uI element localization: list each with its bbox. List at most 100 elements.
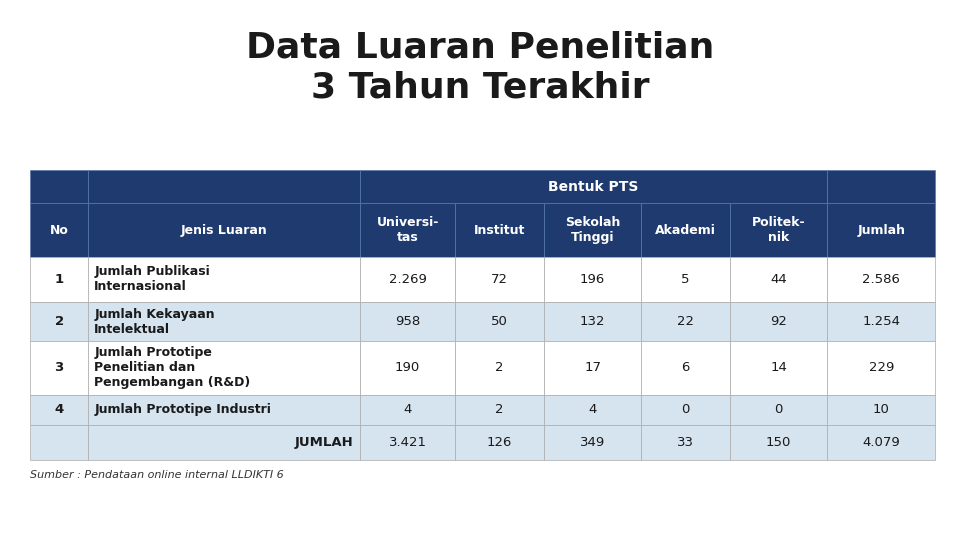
Text: 17: 17 — [584, 361, 601, 374]
Bar — [641, 204, 730, 257]
Text: Bentuk PTS: Bentuk PTS — [548, 180, 638, 194]
Text: 196: 196 — [580, 273, 605, 286]
Bar — [455, 257, 543, 302]
Text: 126: 126 — [487, 436, 513, 449]
Bar — [88, 395, 360, 425]
Bar — [30, 204, 88, 257]
Text: 44: 44 — [770, 273, 787, 286]
Bar — [30, 302, 88, 341]
Bar — [543, 425, 641, 460]
Bar — [730, 302, 828, 341]
Bar — [730, 425, 828, 460]
Bar — [30, 257, 88, 302]
Text: Jumlah Prototipe
Penelitian dan
Pengembangan (R&D): Jumlah Prototipe Penelitian dan Pengemba… — [94, 347, 251, 389]
Bar — [641, 395, 730, 425]
Text: 190: 190 — [395, 361, 420, 374]
Text: Akademi: Akademi — [655, 224, 716, 237]
Bar — [730, 395, 828, 425]
Bar — [730, 257, 828, 302]
Bar — [88, 257, 360, 302]
Text: 229: 229 — [869, 361, 894, 374]
Text: Data Luaran Penelitian
3 Tahun Terakhir: Data Luaran Penelitian 3 Tahun Terakhir — [246, 30, 714, 105]
Text: 72: 72 — [492, 273, 508, 286]
Text: Jumlah: Jumlah — [857, 224, 905, 237]
Bar — [543, 341, 641, 395]
Bar — [828, 204, 935, 257]
Text: 1: 1 — [55, 273, 63, 286]
Bar — [455, 341, 543, 395]
Bar — [730, 204, 828, 257]
Bar — [828, 395, 935, 425]
Text: 50: 50 — [492, 315, 508, 328]
Text: 22: 22 — [677, 315, 694, 328]
Bar — [88, 204, 360, 257]
Text: 6: 6 — [682, 361, 690, 374]
Bar — [360, 341, 455, 395]
Text: 4: 4 — [588, 403, 597, 416]
Text: 5: 5 — [682, 273, 690, 286]
Bar — [828, 170, 935, 204]
Text: Sumber : Pendataan online internal LLDIKTI 6: Sumber : Pendataan online internal LLDIK… — [30, 470, 284, 480]
Text: 2: 2 — [495, 361, 504, 374]
Text: Jumlah Kekayaan
Intelektual: Jumlah Kekayaan Intelektual — [94, 307, 215, 335]
Bar — [455, 425, 543, 460]
Bar — [641, 341, 730, 395]
Text: 0: 0 — [775, 403, 782, 416]
Text: 1.254: 1.254 — [862, 315, 900, 328]
Text: 132: 132 — [580, 315, 606, 328]
Bar — [455, 395, 543, 425]
Bar — [543, 302, 641, 341]
Bar — [828, 341, 935, 395]
Text: 4.079: 4.079 — [862, 436, 900, 449]
Bar — [641, 302, 730, 341]
Text: 958: 958 — [395, 315, 420, 328]
Bar — [88, 170, 360, 204]
Bar — [88, 302, 360, 341]
Text: 4: 4 — [403, 403, 412, 416]
Text: Politek-
nik: Politek- nik — [752, 216, 805, 244]
Text: 3: 3 — [55, 361, 63, 374]
Bar — [360, 257, 455, 302]
Text: 2: 2 — [495, 403, 504, 416]
Bar — [641, 425, 730, 460]
Text: Jenis Luaran: Jenis Luaran — [180, 224, 268, 237]
Text: 10: 10 — [873, 403, 890, 416]
Text: 4: 4 — [55, 403, 63, 416]
Text: 2.586: 2.586 — [862, 273, 900, 286]
Bar — [828, 425, 935, 460]
Bar — [30, 425, 88, 460]
Text: 14: 14 — [770, 361, 787, 374]
Bar — [360, 302, 455, 341]
Bar — [88, 341, 360, 395]
Text: 150: 150 — [766, 436, 791, 449]
Text: JUMLAH: JUMLAH — [295, 436, 354, 449]
Bar — [828, 257, 935, 302]
Text: Jumlah Prototipe Industri: Jumlah Prototipe Industri — [94, 403, 271, 416]
Bar — [360, 170, 828, 204]
Bar — [360, 204, 455, 257]
Bar — [88, 425, 360, 460]
Text: 0: 0 — [682, 403, 690, 416]
Bar — [360, 425, 455, 460]
Text: 349: 349 — [580, 436, 605, 449]
Bar — [543, 204, 641, 257]
Bar — [30, 170, 88, 204]
Bar — [730, 341, 828, 395]
Text: 2: 2 — [55, 315, 63, 328]
Text: 3.421: 3.421 — [389, 436, 426, 449]
Text: 33: 33 — [677, 436, 694, 449]
Text: Institut: Institut — [474, 224, 525, 237]
Text: 2.269: 2.269 — [389, 273, 426, 286]
Text: Jumlah Publikasi
Internasional: Jumlah Publikasi Internasional — [94, 266, 210, 293]
Text: Sekolah
Tinggi: Sekolah Tinggi — [564, 216, 620, 244]
Bar — [360, 395, 455, 425]
Bar — [455, 302, 543, 341]
Text: Universi-
tas: Universi- tas — [376, 216, 439, 244]
Text: No: No — [50, 224, 68, 237]
Bar — [543, 257, 641, 302]
Text: 92: 92 — [770, 315, 787, 328]
Bar — [543, 395, 641, 425]
Bar — [828, 302, 935, 341]
Bar — [455, 204, 543, 257]
Bar — [30, 341, 88, 395]
